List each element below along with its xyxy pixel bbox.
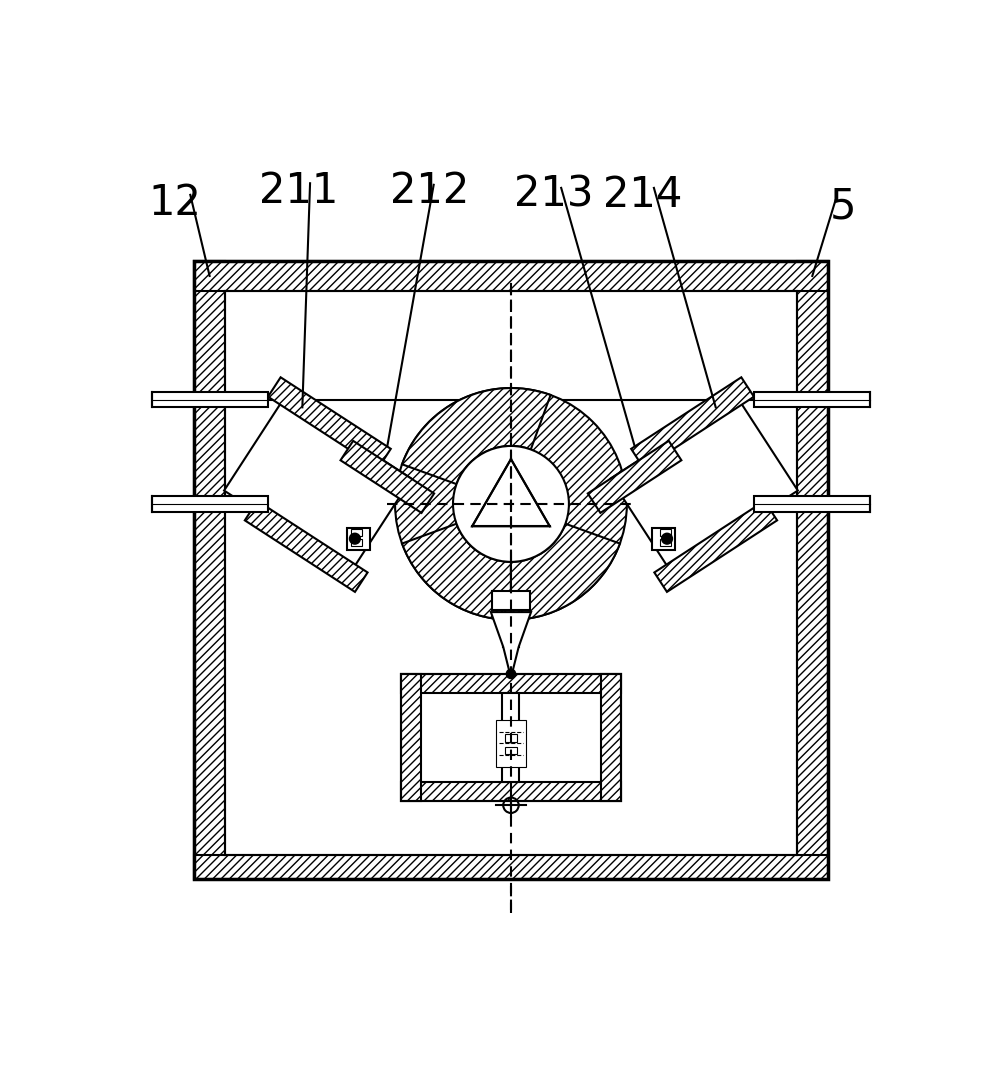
Polygon shape <box>503 623 518 647</box>
Polygon shape <box>341 440 434 513</box>
Bar <box>194 261 828 879</box>
Polygon shape <box>401 674 621 694</box>
Polygon shape <box>601 674 621 802</box>
Polygon shape <box>401 674 421 802</box>
Polygon shape <box>610 397 798 572</box>
Text: 213: 213 <box>513 174 593 215</box>
Polygon shape <box>504 735 517 742</box>
Polygon shape <box>496 721 526 767</box>
Polygon shape <box>631 378 754 469</box>
Polygon shape <box>194 261 828 291</box>
Polygon shape <box>491 612 531 677</box>
Polygon shape <box>652 528 675 550</box>
Polygon shape <box>492 591 530 610</box>
Bar <box>755 392 870 407</box>
Text: 212: 212 <box>390 170 470 212</box>
Polygon shape <box>504 747 517 754</box>
Wedge shape <box>402 388 550 484</box>
Bar <box>755 497 870 512</box>
Bar <box>401 674 621 802</box>
Polygon shape <box>268 378 391 469</box>
Polygon shape <box>245 501 368 592</box>
Circle shape <box>350 533 360 544</box>
Text: 5: 5 <box>830 185 856 227</box>
Polygon shape <box>351 540 362 546</box>
Polygon shape <box>194 261 225 879</box>
Polygon shape <box>347 528 370 550</box>
Polygon shape <box>588 440 681 513</box>
Bar <box>194 261 828 879</box>
Text: 12: 12 <box>149 182 201 224</box>
Polygon shape <box>194 856 828 879</box>
Wedge shape <box>402 524 510 620</box>
Circle shape <box>506 670 515 678</box>
Polygon shape <box>401 782 621 802</box>
Circle shape <box>395 388 627 620</box>
Polygon shape <box>660 540 671 546</box>
Circle shape <box>453 446 569 562</box>
Polygon shape <box>224 397 412 572</box>
Wedge shape <box>510 524 620 620</box>
Polygon shape <box>502 694 519 782</box>
Polygon shape <box>660 529 671 537</box>
Polygon shape <box>351 529 362 537</box>
Polygon shape <box>654 501 777 592</box>
Text: 211: 211 <box>259 170 338 212</box>
Polygon shape <box>473 459 549 526</box>
Bar <box>225 291 797 856</box>
Bar <box>152 392 267 407</box>
Bar <box>421 694 601 782</box>
Polygon shape <box>797 261 828 879</box>
Bar <box>152 497 267 512</box>
Text: 214: 214 <box>602 174 682 215</box>
Circle shape <box>662 533 672 544</box>
